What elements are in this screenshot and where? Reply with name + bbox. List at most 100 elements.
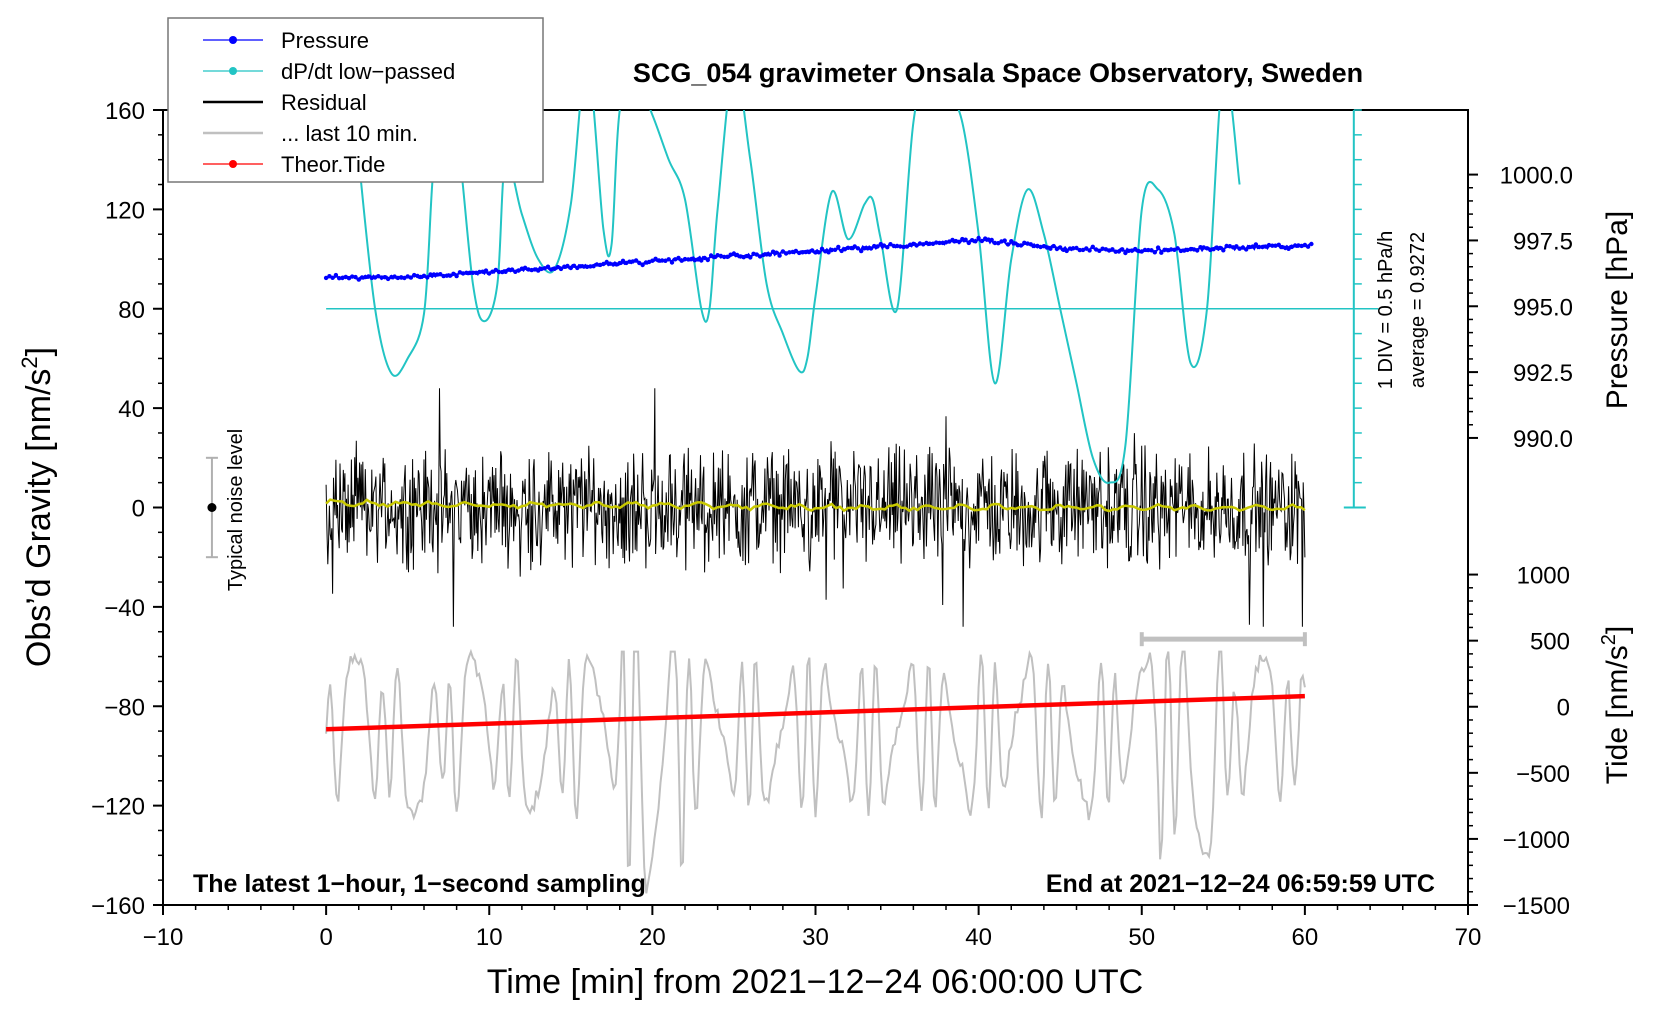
pressure-point — [500, 269, 505, 275]
pressure-point — [839, 248, 844, 254]
y-tick-label: −40 — [104, 595, 145, 622]
x-tick-label: 70 — [1455, 924, 1482, 951]
pressure-point — [813, 250, 818, 255]
pressure-point — [1100, 246, 1105, 251]
pressure-point — [836, 244, 841, 250]
pressure-point — [810, 248, 815, 253]
tide-tick-label: −1500 — [1503, 893, 1570, 920]
pressure-point — [620, 258, 626, 263]
residual-line — [325, 388, 1306, 627]
y-tick-label: 80 — [118, 297, 145, 324]
annotations — [205, 109, 1366, 647]
footer-left: The latest 1−hour, 1−second sampling — [193, 870, 646, 898]
pressure-point — [917, 241, 923, 246]
pressure-point — [1299, 243, 1304, 249]
pressure-point — [1067, 246, 1073, 251]
pressure-point — [594, 262, 600, 267]
pressure-point — [438, 272, 443, 277]
pressure-point — [1002, 238, 1007, 243]
pressure-point — [937, 240, 942, 246]
footer-right: End at 2021−12−24 06:59:59 UTC — [1046, 870, 1435, 898]
pressure-point — [1031, 243, 1037, 249]
pressure-point — [705, 257, 710, 263]
pressure-point — [1152, 250, 1158, 255]
pressure-point — [787, 250, 792, 255]
pressure-point — [425, 275, 430, 280]
pressure-point — [343, 274, 348, 280]
pressure-point — [1038, 244, 1043, 250]
pressure-tick-label: 1000.0 — [1500, 163, 1573, 190]
legend: Pressure dP/dt low−passed Residual ... last… — [167, 17, 544, 183]
pressure-point — [660, 258, 665, 263]
pressure-point — [392, 274, 397, 279]
pressure-point — [1204, 246, 1210, 251]
pressure-point — [924, 240, 929, 246]
y-tick-label: −160 — [91, 893, 145, 920]
pressure-point — [637, 260, 642, 266]
pressure-point — [1028, 242, 1034, 247]
pressure-point — [447, 273, 453, 278]
pressure-point — [816, 250, 821, 255]
pressure-point — [1064, 248, 1069, 254]
pressure-point — [735, 252, 740, 258]
axes: −10 0 10 20 30 40 50 60 70 −160 −120 −80 −40 0 40 80 120… — [91, 98, 1573, 951]
pressure-point — [767, 252, 772, 257]
pressure-point — [591, 264, 596, 269]
pressure-point — [1257, 244, 1262, 250]
pressure-point — [761, 252, 766, 258]
pressure-point — [464, 270, 469, 275]
y-axis-label-pressure: Pressure [hPa] — [1601, 211, 1634, 409]
x-tick-label: 50 — [1128, 924, 1155, 951]
noise-bar-dot — [207, 503, 217, 512]
pressure-point — [663, 258, 668, 263]
y-tick-label: 120 — [105, 197, 145, 224]
pressure-point — [969, 238, 975, 243]
pressure-point — [859, 248, 864, 254]
pressure-point — [428, 272, 433, 277]
pressure-point — [1074, 245, 1079, 251]
pressure-point — [1309, 241, 1314, 247]
pressure-point — [803, 249, 808, 255]
pressure-point — [819, 246, 825, 251]
pressure-point — [904, 244, 910, 249]
pressure-point — [715, 253, 720, 258]
pressure-point — [555, 264, 560, 270]
pressure-point — [581, 264, 587, 269]
tide-tick-label: 0 — [1557, 695, 1570, 722]
pressure-point — [480, 269, 485, 274]
pressure-point — [542, 266, 547, 271]
pressure-point — [395, 275, 401, 281]
tide-tick-label: 1000 — [1517, 563, 1570, 590]
pressure-point — [516, 268, 521, 273]
pressure-point — [353, 274, 358, 280]
pressure-point — [633, 258, 639, 263]
pressure-point — [558, 266, 564, 272]
pressure-point — [509, 267, 515, 272]
pressure-point — [731, 251, 737, 256]
pressure-point — [956, 239, 962, 244]
pressure-point — [379, 275, 384, 280]
dpdt-line — [357, 110, 1241, 484]
pressure-point — [757, 254, 763, 259]
pressure-point — [1263, 244, 1268, 249]
pressure-point — [575, 265, 580, 271]
pressure-point — [627, 259, 632, 264]
residual-smoothed-series — [325, 498, 1306, 513]
pressure-point — [845, 245, 851, 250]
last-10-min-line — [325, 648, 1306, 894]
pressure-point — [385, 276, 391, 282]
y-tick-label: 160 — [105, 98, 145, 125]
pressure-point — [617, 260, 622, 266]
legend-box — [167, 17, 544, 183]
pressure-point — [571, 263, 577, 268]
pressure-point — [568, 265, 573, 271]
pressure-point — [1185, 247, 1190, 253]
y-tick-label: −120 — [91, 794, 145, 821]
pressure-point — [454, 273, 459, 279]
pressure-series — [323, 235, 1314, 282]
pressure-point — [369, 275, 374, 281]
pressure-point — [1051, 243, 1056, 249]
pressure-point — [474, 270, 479, 275]
pressure-point — [722, 254, 727, 260]
